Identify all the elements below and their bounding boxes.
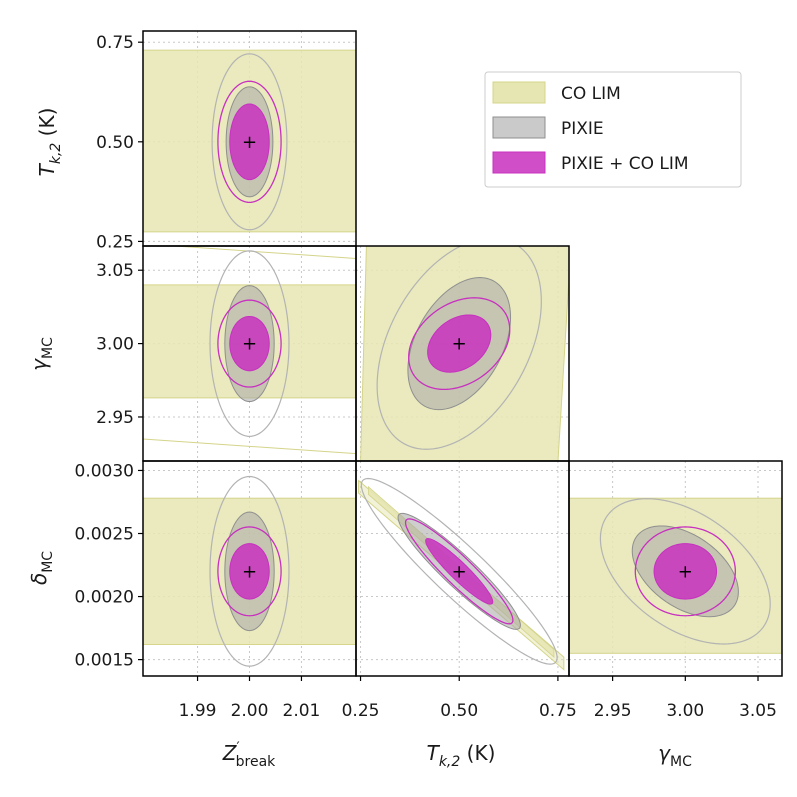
x-tick-label: 2.95 xyxy=(594,701,632,721)
panel-frame xyxy=(568,460,783,677)
pixie-ellipse-2sigma xyxy=(360,477,558,665)
y-axis-label-gm: γMC xyxy=(27,337,56,371)
fiducial-marker: + xyxy=(452,334,467,355)
y-axis-label-tk-sub: k,2 xyxy=(48,143,64,165)
y-tick-label: 0.0030 xyxy=(75,461,134,481)
x-axis-label-tk-main: T xyxy=(427,741,441,765)
x-axis-label-gm: γMC xyxy=(658,741,692,770)
y-tick-label: 2.95 xyxy=(96,408,134,428)
combined-ellipse-2sigma xyxy=(217,299,282,388)
x-axis-label-tk-unit: (K) xyxy=(460,741,495,765)
y-axis-label-tk-unit: (K) xyxy=(35,108,59,143)
pixie-ellipse-2sigma xyxy=(209,475,290,667)
combined-ellipse-1sigma xyxy=(427,314,492,373)
combined-ellipse-2sigma xyxy=(634,526,736,617)
legend-swatch-co-lim xyxy=(492,81,546,104)
y-axis-label-tk: Tk,2 (K) xyxy=(35,108,64,177)
panels-layer: + + + + + + xyxy=(143,31,782,676)
panel-gm-vs-tk: + xyxy=(356,246,569,461)
pixie-ellipse-2sigma xyxy=(599,498,771,645)
y-axis-label-gm-main: γ xyxy=(27,358,51,371)
pixie-ellipse-2sigma xyxy=(211,53,288,231)
x-axis-label-zb-sub: break xyxy=(236,754,277,770)
x-tick-label: 3.05 xyxy=(739,701,777,721)
combined-ellipse-1sigma xyxy=(229,543,270,600)
legend-swatch-pixie xyxy=(492,116,546,139)
legend: CO LIM PIXIE PIXIE + CO LIM xyxy=(484,71,742,188)
y-axis-label-dm: δMC xyxy=(27,551,56,585)
combined-ellipse-1sigma xyxy=(653,543,718,600)
x-axis-label-zb-prime: ′ xyxy=(236,740,239,756)
x-tick-label: 0.50 xyxy=(440,701,478,721)
y-axis-label-gm-sub: MC xyxy=(40,337,56,359)
panel-dm-vs-gm: + xyxy=(569,461,782,676)
combined-ellipse-2sigma xyxy=(404,518,514,625)
x-axis-label-tk-sub: k,2 xyxy=(439,754,461,770)
y-axis-label-dm-sub: MC xyxy=(40,551,56,573)
x-axis-label-zb-main: Z xyxy=(222,741,238,765)
x-tick-label: 2.00 xyxy=(231,701,269,721)
panel-dm-vs-zb: + xyxy=(143,461,356,676)
y-tick-label: 3.00 xyxy=(96,335,134,355)
y-tick-label: 0.0025 xyxy=(75,525,134,545)
panel-gm-vs-zb: + xyxy=(143,246,356,461)
y-tick-label: 0.25 xyxy=(96,232,134,252)
x-tick-label: 0.75 xyxy=(539,701,577,721)
panel-tk-vs-zb: + xyxy=(143,31,356,246)
fiducial-marker: + xyxy=(242,132,257,153)
y-axis-label-dm-main: δ xyxy=(27,573,51,585)
combined-ellipse-2sigma xyxy=(217,80,282,204)
panel-dm-vs-tk: + xyxy=(356,461,569,676)
combined-ellipse-2sigma xyxy=(408,297,511,391)
fiducial-marker: + xyxy=(678,561,693,582)
y-tick-label: 3.05 xyxy=(96,261,134,281)
fiducial-marker: + xyxy=(452,561,467,582)
legend-label-co-lim: CO LIM xyxy=(561,84,621,104)
x-axis-label-zb: Z′ break xyxy=(222,740,276,770)
legend-frame xyxy=(484,71,742,188)
x-tick-label: 1.99 xyxy=(179,701,217,721)
pixie-ellipse-2sigma xyxy=(376,246,542,450)
legend-label-pixie: PIXIE xyxy=(561,119,604,139)
x-axis-label-gm-main: γ xyxy=(658,741,671,765)
y-tick-label: 0.0015 xyxy=(75,651,134,671)
x-axis-label-gm-sub: MC xyxy=(670,754,692,770)
fiducial-marker: + xyxy=(242,334,257,355)
x-tick-label: 3.00 xyxy=(666,701,704,721)
combined-ellipse-1sigma xyxy=(425,538,494,605)
fiducial-marker: + xyxy=(242,561,257,582)
x-tick-label: 0.25 xyxy=(342,701,380,721)
y-tick-label: 0.50 xyxy=(96,133,134,153)
axes-layer: 0.25 0.50 0.75 2.95 3.00 3.05 0.0015 0.0020 0.00… xyxy=(75,30,783,721)
y-axis-label-tk-main: T xyxy=(35,162,59,176)
legend-swatch-pixie-co-lim xyxy=(492,151,546,174)
x-tick-label: 2.01 xyxy=(283,701,321,721)
combined-ellipse-2sigma xyxy=(217,526,282,617)
y-tick-label: 0.0020 xyxy=(75,588,134,608)
legend-label-pixie-co-lim: PIXIE + CO LIM xyxy=(561,154,689,174)
y-tick-label: 0.75 xyxy=(96,33,134,53)
x-axis-label-tk: Tk,2 (K) xyxy=(427,741,496,770)
combined-ellipse-1sigma xyxy=(229,315,270,372)
pixie-ellipse-2sigma xyxy=(209,250,290,437)
co-lim-outer-contour xyxy=(143,438,356,455)
combined-ellipse-1sigma xyxy=(229,103,270,181)
